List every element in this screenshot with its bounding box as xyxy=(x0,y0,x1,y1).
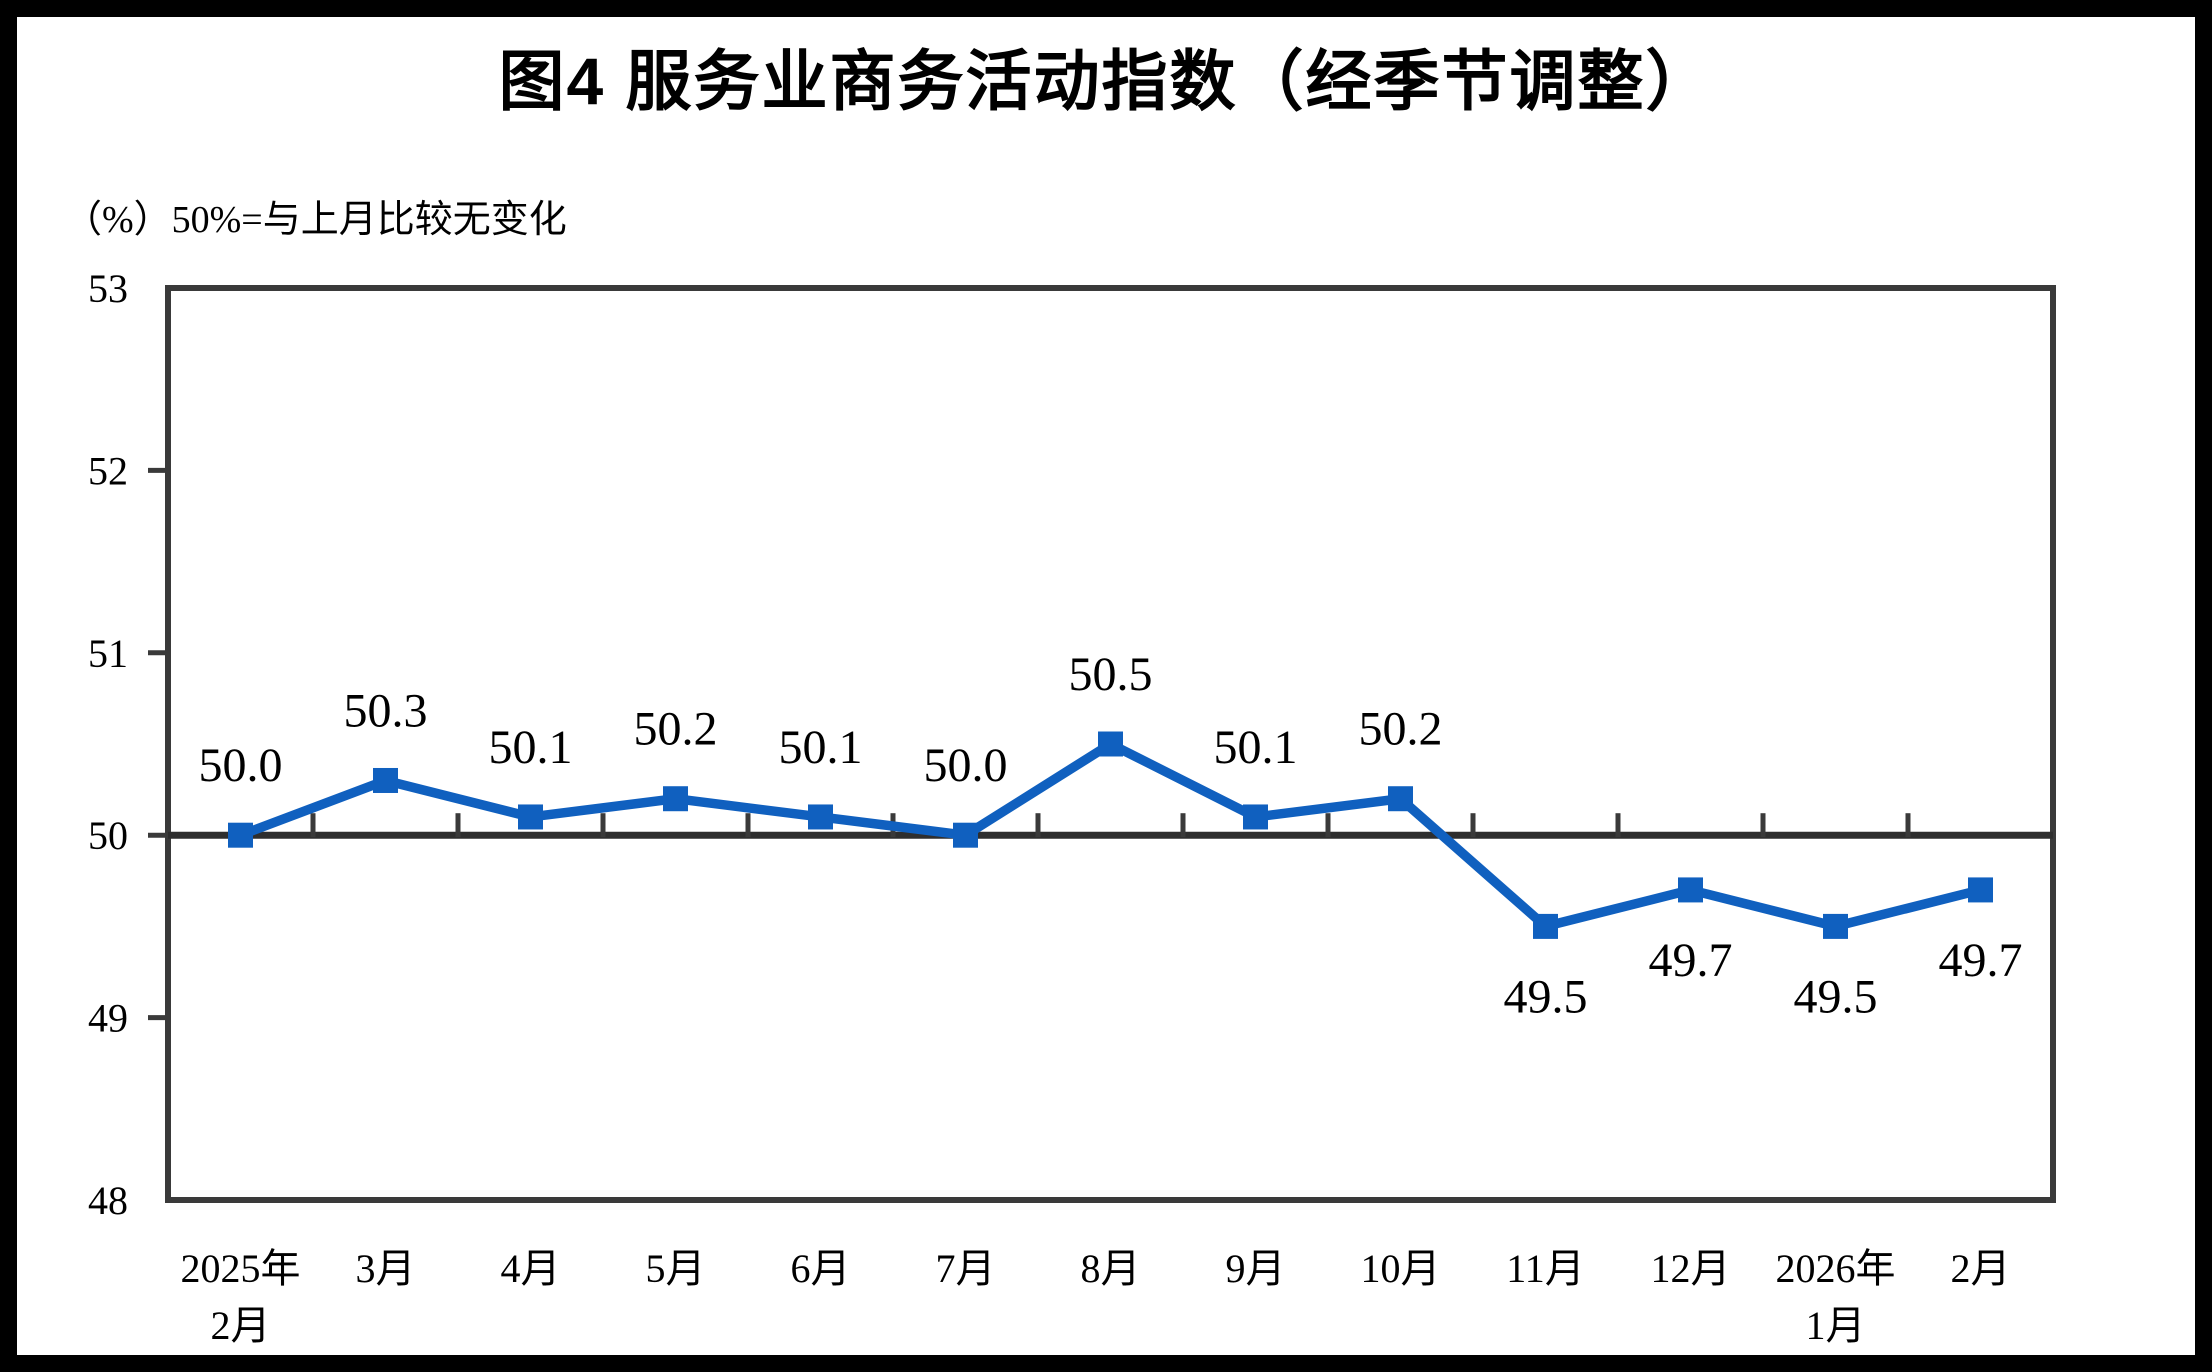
data-point-label: 50.5 xyxy=(1069,648,1153,701)
chart-title: 图4 服务业商务活动指数（经季节调整） xyxy=(498,44,1714,118)
data-point-marker xyxy=(1823,913,1848,939)
data-point-label: 50.3 xyxy=(344,684,428,737)
y-axis-tick-label: 50 xyxy=(88,813,128,858)
x-axis-tick-label: 11月 xyxy=(1506,1246,1585,1291)
x-axis-tick-label: 5月 xyxy=(646,1246,706,1291)
x-axis-tick-label: 2月 xyxy=(1951,1246,2011,1291)
unit-note: （%）50%=与上月比较无变化 xyxy=(64,199,567,241)
data-point-label: 50.1 xyxy=(1214,721,1298,774)
data-point-marker xyxy=(518,804,543,830)
y-axis-tick-label: 53 xyxy=(88,266,128,311)
data-point-label: 49.7 xyxy=(1649,934,1733,987)
data-point-label: 50.0 xyxy=(199,739,283,792)
data-point-label: 50.2 xyxy=(634,703,718,756)
data-point-marker xyxy=(373,767,398,793)
x-axis-tick-label: 10月 xyxy=(1361,1246,1441,1291)
y-axis-tick-label: 48 xyxy=(88,1178,128,1223)
x-axis-tick-label: 9月 xyxy=(1226,1246,1286,1291)
data-point-marker xyxy=(1533,913,1558,939)
x-axis-tick-label: 8月 xyxy=(1081,1246,1141,1291)
x-axis-tick-label: 12月 xyxy=(1651,1246,1731,1291)
y-axis-tick-label: 52 xyxy=(88,448,128,493)
x-axis-tick-label: 2025年 2月 xyxy=(181,1246,301,1348)
data-point-marker xyxy=(663,786,688,812)
data-point-marker xyxy=(953,822,978,848)
data-point-marker xyxy=(1968,877,1993,903)
data-point-label: 50.0 xyxy=(924,739,1008,792)
data-point-marker xyxy=(808,804,833,830)
x-axis-tick-label: 2026年 1月 xyxy=(1776,1246,1896,1348)
data-point-label: 49.7 xyxy=(1939,934,2023,987)
y-axis-tick-label: 51 xyxy=(88,631,128,676)
x-axis-tick-label: 4月 xyxy=(501,1246,561,1291)
plot-border xyxy=(165,285,2056,1203)
x-axis-tick-label: 7月 xyxy=(936,1246,996,1291)
x-axis-tick-label: 6月 xyxy=(791,1246,851,1291)
data-point-marker xyxy=(228,822,253,848)
data-point-label: 49.5 xyxy=(1504,970,1588,1023)
y-axis-tick-label: 49 xyxy=(88,996,128,1041)
data-point-label: 50.1 xyxy=(779,721,863,774)
data-point-label: 50.2 xyxy=(1359,703,1443,756)
data-point-label: 49.5 xyxy=(1794,970,1878,1023)
data-point-label: 50.1 xyxy=(489,721,573,774)
data-point-marker xyxy=(1388,786,1413,812)
data-point-marker xyxy=(1098,731,1123,757)
x-axis-tick-label: 3月 xyxy=(356,1246,416,1291)
data-point-marker xyxy=(1678,877,1703,903)
data-point-marker xyxy=(1243,804,1268,830)
